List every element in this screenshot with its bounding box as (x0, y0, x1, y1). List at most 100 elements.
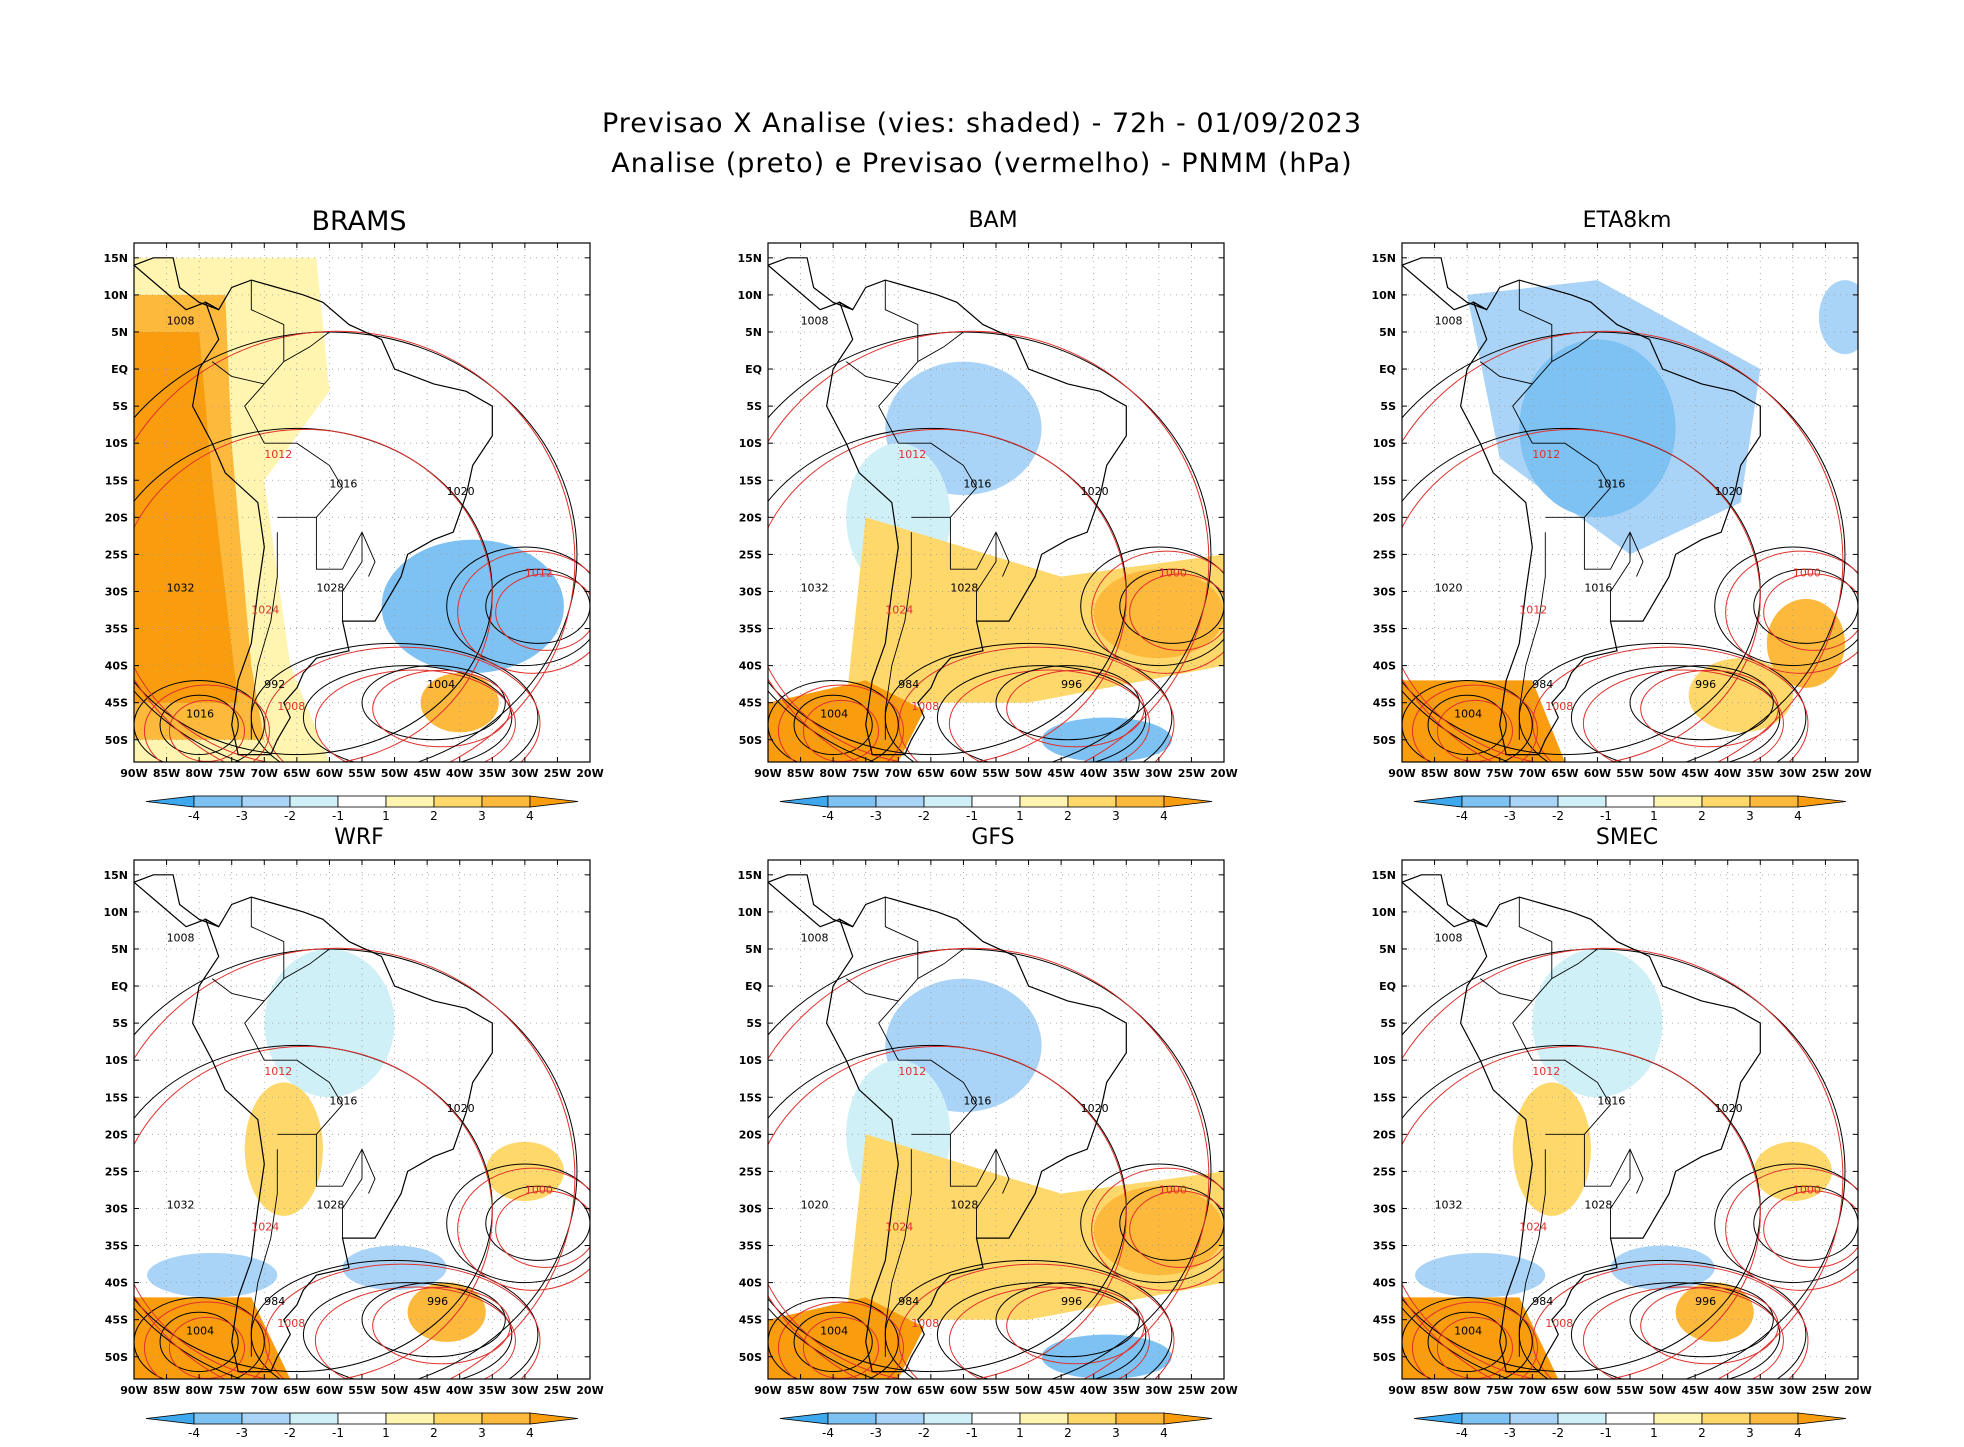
isobar-forecast (1582, 1286, 1784, 1379)
lon-tick-label: 20W (1210, 767, 1237, 780)
isobar-label: 1004 (820, 708, 848, 721)
isobar-label: 1008 (801, 932, 829, 945)
isobar-forecast (1640, 1286, 1779, 1365)
coastline (191, 279, 493, 756)
colorbar-swatch (1557, 795, 1607, 808)
isobar-label: 1024 (251, 1221, 279, 1234)
isobar-forecast (777, 1301, 904, 1379)
lon-tick-label: 55W (348, 1384, 375, 1397)
lat-tick-label: 20S (739, 1128, 762, 1141)
lat-tick-label: 15S (739, 1091, 762, 1104)
colorbar-label: 2 (1064, 1426, 1072, 1440)
bias-region (1675, 1282, 1754, 1342)
isobar-forecast (1402, 428, 1761, 762)
lat-tick-label: 5S (1380, 400, 1396, 413)
isobar-forecast (1763, 1190, 1858, 1268)
colorbar-swatch (385, 795, 435, 808)
map-panel-brams: BRAMS 1008 1012 1016 1020 1024 1028 1032 1012 100… (0, 206, 640, 830)
isobar-analysis (159, 1311, 239, 1373)
lat-tick-label: 45S (739, 697, 762, 710)
lat-tick-label: 15S (739, 474, 762, 487)
lat-tick-label: EQ (111, 980, 128, 993)
lon-tick-label: 80W (819, 1384, 846, 1397)
isobar-forecast (1532, 646, 1809, 762)
isobar-analysis (1080, 1163, 1224, 1284)
lat-tick-label: 40S (739, 660, 762, 673)
country-border (244, 948, 344, 1135)
isobar-analysis (302, 1282, 513, 1379)
lat-tick-label: 15N (1371, 252, 1396, 265)
isobar-label: 1000 (1159, 567, 1187, 580)
lon-tick-label: 35W (1113, 767, 1140, 780)
country-border (884, 897, 919, 979)
isobar-label: 1016 (329, 1095, 357, 1108)
isobar-forecast (457, 550, 590, 674)
colorbar-swatch (193, 1412, 243, 1425)
lat-tick-label: 10N (1371, 906, 1396, 919)
lon-tick-label: 50W (381, 1384, 408, 1397)
lon-tick-label: 25W (1812, 767, 1839, 780)
lat-tick-label: 50S (1373, 1351, 1396, 1364)
lat-tick-label: 25S (105, 548, 128, 561)
colorbar-swatch (1797, 795, 1847, 808)
lon-tick-label: 35W (1747, 1384, 1774, 1397)
lon-tick-label: 50W (1015, 767, 1042, 780)
colorbar-label: -1 (332, 809, 344, 823)
isobar-label: 1016 (963, 1095, 991, 1108)
lat-tick-label: 40S (105, 1277, 128, 1290)
lon-tick-label: 75W (852, 1384, 879, 1397)
isobar-analysis (159, 694, 239, 756)
lat-tick-label: 40S (739, 1277, 762, 1290)
coastline (134, 257, 219, 311)
isobar-label: 1032 (801, 581, 829, 594)
isobar-analysis (1119, 1185, 1224, 1261)
lon-tick-label: 85W (153, 767, 180, 780)
lon-tick-label: 30W (1145, 767, 1172, 780)
lon-tick-label: 45W (1047, 1384, 1074, 1397)
country-border (878, 331, 978, 518)
isobar-analysis (1402, 679, 1533, 762)
colorbar-label: 3 (478, 1426, 486, 1440)
lat-tick-label: 5S (746, 400, 762, 413)
lon-tick-label: 75W (218, 1384, 245, 1397)
isobar-label: 984 (264, 1295, 285, 1308)
lon-tick-label: 80W (185, 1384, 212, 1397)
lat-tick-label: 15N (103, 869, 128, 882)
colorbar-label: -4 (822, 809, 834, 823)
lon-tick-label: 30W (511, 1384, 538, 1397)
figure-title-line1: Previsao X Analise (vies: shaded) - 72h … (601, 108, 1362, 139)
isobar-label: 1004 (820, 1325, 848, 1338)
colorbar-label: -3 (236, 1426, 248, 1440)
lon-tick-label: 40W (1080, 1384, 1107, 1397)
colorbar-label: 4 (1160, 1426, 1168, 1440)
isobar-label: 1020 (1435, 581, 1463, 594)
map-panel-bam: BAM 1008 1012 1016 1020 1024 1028 1032 1000 996 98… (634, 208, 1274, 830)
isobar-label: 1016 (329, 478, 357, 491)
isobar-analysis (1570, 1282, 1781, 1379)
colorbar-label: -4 (188, 1426, 200, 1440)
colorbar-swatch (827, 795, 877, 808)
lat-tick-label: 10S (105, 437, 128, 450)
coastline (768, 257, 853, 311)
country-border (211, 361, 265, 385)
country-border (1629, 532, 1644, 577)
bias-region (407, 1282, 486, 1342)
isobar-label: 1016 (963, 478, 991, 491)
lon-tick-label: 30W (1779, 767, 1806, 780)
colorbar-swatch (1067, 795, 1117, 808)
lon-tick-label: 55W (982, 767, 1009, 780)
lon-tick-label: 70W (1519, 1384, 1546, 1397)
colorbar-label: 2 (1698, 809, 1706, 823)
isobar-analysis (793, 1311, 873, 1373)
bias-region (342, 1245, 447, 1291)
lon-tick-label: 55W (1616, 767, 1643, 780)
lon-tick-label: 90W (120, 1384, 147, 1397)
colorbar-label: -4 (1456, 1426, 1468, 1440)
isobar-label: 1020 (447, 485, 475, 498)
coastline (1459, 279, 1761, 756)
isobar-label: 1020 (447, 1102, 475, 1115)
colorbar-swatch (1797, 1412, 1847, 1425)
lon-tick-label: 90W (1388, 767, 1415, 780)
lat-tick-label: 15S (105, 1091, 128, 1104)
isobar-analysis (134, 679, 265, 762)
